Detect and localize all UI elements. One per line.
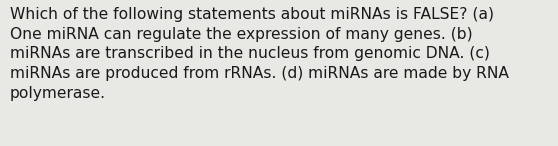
Text: Which of the following statements about miRNAs is FALSE? (a)
One miRNA can regul: Which of the following statements about … — [10, 7, 509, 101]
